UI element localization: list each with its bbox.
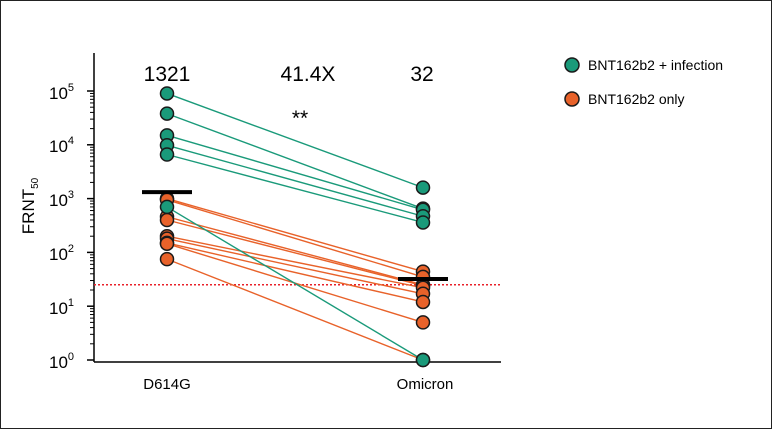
point-infection-d614g-1 xyxy=(159,106,175,121)
pair-line-only-1 xyxy=(166,199,424,278)
svg-text:103: 103 xyxy=(49,189,74,210)
y-axis-label-main: FRNT xyxy=(19,189,38,234)
y-axis-label: FRNT50 xyxy=(19,177,41,234)
point-infection-omicron-4 xyxy=(415,215,431,230)
pair-line-only-0 xyxy=(166,197,424,273)
svg-text:102: 102 xyxy=(49,243,74,264)
y-tick-exp-2: 2 xyxy=(68,243,74,255)
y-tick-exp-5: 5 xyxy=(68,82,74,94)
legend-marker-infection xyxy=(564,57,580,73)
y-tick-exp-3: 3 xyxy=(68,189,74,201)
pair-line-only-4 xyxy=(166,235,424,289)
point-only-omicron-6 xyxy=(415,294,431,310)
y-tick-base-3: 10 xyxy=(49,191,68,210)
x-category-omicron: Omicron xyxy=(397,376,454,393)
point-infection-d614g-0 xyxy=(159,86,175,101)
y-tick-base-5: 10 xyxy=(49,84,68,103)
y-axis-label-subscript: 50 xyxy=(30,177,41,189)
y-tick-base-4: 10 xyxy=(49,137,68,156)
fold-change-label: 41.4X xyxy=(281,63,336,86)
pair-line-only-3 xyxy=(166,219,424,287)
significance-marker: ** xyxy=(292,107,308,130)
pair-line-only-6 xyxy=(166,242,424,303)
y-tick-base-1: 10 xyxy=(49,299,68,318)
point-infection-d614g-5 xyxy=(159,199,175,215)
pair-line-infection-2 xyxy=(166,134,424,211)
pair-line-infection-0 xyxy=(166,92,424,189)
data-points xyxy=(159,86,431,368)
y-tick-base-2: 10 xyxy=(49,245,68,264)
y-tick-label-1: 101 xyxy=(49,297,74,318)
pair-line-infection-1 xyxy=(166,112,424,210)
y-tick-label-0: 100 xyxy=(49,351,74,372)
legend-marker-only xyxy=(564,91,580,107)
legend-label-only: BNT162b2 only xyxy=(588,91,685,107)
pair-line-infection-4 xyxy=(166,153,424,224)
gmt-label-d614g: 1321 xyxy=(144,63,191,86)
gmt-label-omicron: 32 xyxy=(410,63,433,86)
point-infection-d614g-4 xyxy=(159,147,175,162)
point-only-d614g-3 xyxy=(159,212,175,228)
pair-line-only-8 xyxy=(166,258,424,361)
x-category-d614g: D614G xyxy=(143,376,191,393)
pair-line-only-2 xyxy=(166,216,424,286)
geometric-mean-bars xyxy=(142,190,448,282)
pair-line-infection-3 xyxy=(166,144,424,217)
point-only-omicron-7 xyxy=(415,315,431,330)
y-tick-base-0: 10 xyxy=(49,353,68,372)
y-tick-marks xyxy=(87,90,94,361)
pair-line-only-5 xyxy=(166,237,424,295)
paired-lines xyxy=(166,92,424,361)
point-only-d614g-8 xyxy=(159,251,175,267)
y-tick-exp-1: 1 xyxy=(68,297,74,309)
svg-text:105: 105 xyxy=(49,82,74,103)
legend-label-infection: BNT162b2 + infection xyxy=(588,57,723,73)
svg-text:100: 100 xyxy=(49,351,74,372)
point-infection-omicron-5 xyxy=(415,352,431,368)
y-tick-label-2: 102 xyxy=(49,243,74,264)
svg-text:104: 104 xyxy=(49,135,74,156)
y-tick-label-5: 105 xyxy=(49,82,74,103)
point-only-d614g-7 xyxy=(159,236,175,251)
y-tick-exp-0: 0 xyxy=(68,351,74,363)
svg-text:101: 101 xyxy=(49,297,74,318)
y-tick-label-4: 104 xyxy=(49,135,74,156)
y-tick-exp-4: 4 xyxy=(68,135,74,147)
pair-line-infection-5 xyxy=(166,206,424,361)
y-tick-label-3: 103 xyxy=(49,189,74,210)
point-infection-omicron-0 xyxy=(415,180,431,195)
